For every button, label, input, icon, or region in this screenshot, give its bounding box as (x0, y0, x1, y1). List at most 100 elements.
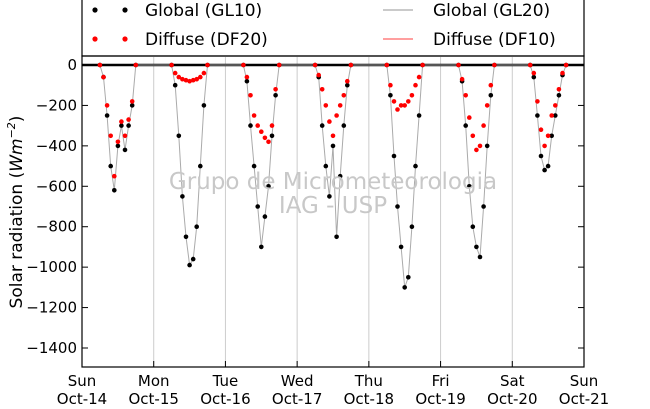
y-tick-label: −600 (36, 177, 77, 195)
y-axis-title-main: Solar radiation ( (7, 172, 27, 309)
df20-point (398, 103, 404, 108)
gl10-point (416, 113, 422, 118)
gl10-point (129, 103, 135, 108)
y-tick-label: −1000 (26, 258, 77, 276)
df20-point (337, 103, 343, 108)
gl10-point (545, 163, 551, 169)
df20-point (477, 143, 483, 149)
gl10-point (273, 93, 278, 98)
df20-point (244, 74, 250, 80)
plot-frame (81, 55, 585, 368)
gl10-point (481, 204, 486, 209)
df20-point (169, 62, 174, 68)
df20-point (172, 70, 178, 76)
df20-point (273, 87, 278, 92)
gl10-point (108, 163, 113, 169)
gl10-point (255, 204, 260, 209)
df20-point (176, 74, 182, 80)
df20-point (545, 133, 551, 139)
x-tick-label-day: Tue (212, 372, 239, 390)
y-axis-title-exp: −2 (5, 122, 18, 138)
df20-point (416, 74, 422, 80)
df20-point (319, 87, 325, 92)
df20-point (527, 62, 533, 68)
legend-marker-gl10 (122, 7, 128, 13)
gl10-point (477, 254, 483, 260)
df20-point (459, 76, 465, 82)
df20-point (481, 123, 486, 128)
df20-point (190, 77, 196, 83)
gl10-point (319, 123, 325, 128)
x-tick-label-date: Oct-20 (487, 390, 537, 408)
y-tick-label: −800 (36, 218, 77, 236)
y-axis-title-unit: Wm (7, 138, 27, 171)
gl10-point (327, 194, 332, 199)
df20-point (409, 93, 415, 98)
df20-point (470, 133, 476, 139)
legend-marker-df20 (92, 36, 98, 42)
df20-point (108, 133, 113, 139)
gl10-point (542, 167, 547, 173)
gl10-point (531, 74, 537, 80)
df20-point (183, 77, 189, 83)
gl10-point (248, 123, 253, 128)
df20-point (348, 62, 354, 68)
df20-point (467, 115, 472, 120)
df20-point (488, 82, 494, 88)
grid-lines (153, 56, 513, 367)
df20-point (463, 93, 469, 98)
df20-point (388, 82, 393, 88)
gl10-point (183, 234, 189, 240)
legend-label-gl10: Global (GL10) (145, 1, 262, 21)
df20-point (456, 62, 461, 68)
gl10-point (187, 262, 192, 268)
x-tick-label-day: Mon (138, 372, 170, 390)
df20-point (420, 62, 425, 68)
df20-point (542, 143, 547, 149)
df20-point (194, 76, 199, 82)
y-tick-label: 0 (67, 56, 77, 74)
gl10-point (262, 214, 268, 219)
df20-point (402, 103, 408, 108)
df20-point (241, 62, 246, 68)
gl10-point (413, 163, 418, 169)
gl10-point (259, 244, 264, 250)
df20-point (259, 129, 264, 134)
df20-point (316, 72, 322, 78)
df20-point (560, 70, 565, 76)
df20-point (251, 113, 257, 118)
gl10-point (194, 224, 199, 229)
gl10-point (395, 204, 400, 209)
df20-point (129, 99, 135, 104)
legend-marker-gl10 (92, 7, 98, 13)
df20-point (126, 117, 131, 122)
x-tick-label-day: Sun (570, 372, 599, 390)
df20-point (531, 70, 537, 76)
x-tick-label-day: Fri (432, 372, 450, 390)
gl10-point (474, 244, 479, 250)
x-tick-label-date: Oct-21 (559, 390, 609, 408)
df20-point (345, 78, 350, 84)
df20-point (484, 103, 490, 108)
gl10-point (388, 93, 393, 98)
gl10-point (488, 93, 494, 98)
df20-point (97, 62, 103, 68)
watermark-line2: IAG - USP (279, 193, 387, 219)
df20-point (327, 119, 332, 124)
y-axis: 0 −200 −400 −600 −800 −1000 −1200 −1400 (26, 56, 584, 357)
gl10-point (172, 82, 178, 88)
df20-point (180, 76, 185, 82)
df20-point (330, 133, 336, 139)
df20-point (323, 103, 329, 108)
x-tick-label-date: Oct-19 (415, 390, 465, 408)
df20-point (553, 103, 558, 108)
df20-point (133, 62, 139, 68)
gl10-point (112, 188, 117, 193)
df20-point (255, 123, 260, 128)
gl10-point (115, 143, 121, 149)
df20-point (563, 62, 569, 68)
gl10-point (176, 133, 182, 139)
legend-marker-df20 (122, 36, 128, 42)
gl10-point (126, 123, 131, 128)
df20-point (535, 99, 540, 104)
